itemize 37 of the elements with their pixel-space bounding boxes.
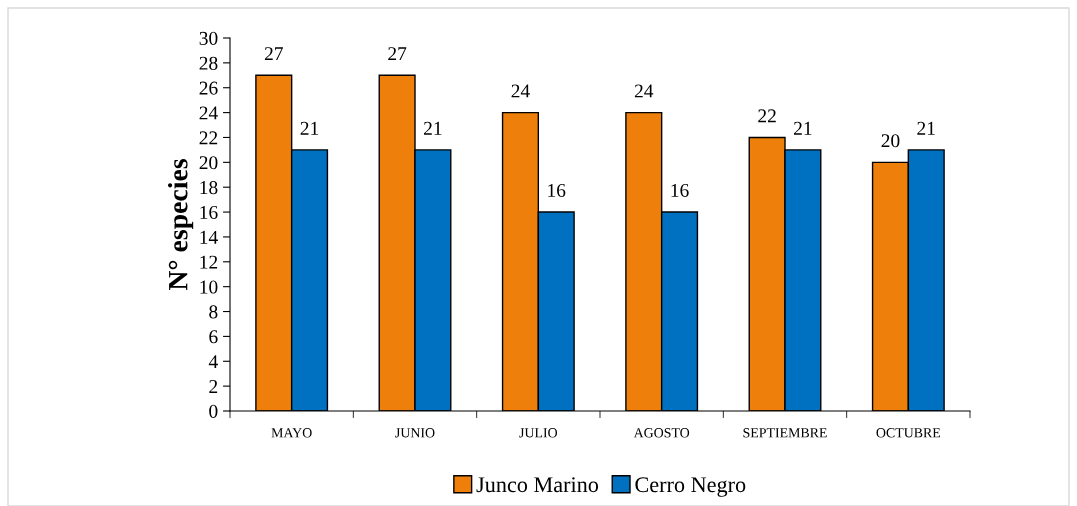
data-label: 27 bbox=[264, 47, 283, 61]
y-tick-label: 2 bbox=[209, 380, 218, 393]
y-tick-label: 26 bbox=[199, 81, 218, 95]
y-tick-label: 22 bbox=[199, 131, 218, 145]
x-tick-label: SEPTIEMBRE bbox=[743, 428, 827, 438]
y-tick-label: 6 bbox=[209, 330, 218, 344]
data-label: 22 bbox=[758, 109, 776, 123]
y-tick-label: 8 bbox=[209, 305, 218, 319]
legend-label: Junco Marino bbox=[476, 477, 599, 493]
data-label: 24 bbox=[511, 84, 530, 98]
data-label: 16 bbox=[548, 183, 566, 198]
y-tick-label: 20 bbox=[199, 156, 218, 170]
y-tick-label: 10 bbox=[200, 280, 218, 294]
data-label: 24 bbox=[634, 84, 654, 98]
data-label: 20 bbox=[881, 134, 900, 148]
data-label: 21 bbox=[917, 121, 935, 135]
x-tick-label: MAYO bbox=[271, 428, 312, 438]
y-tick-label: 14 bbox=[200, 230, 218, 244]
x-tick-label: OCTUBRE bbox=[876, 428, 941, 438]
data-label: 21 bbox=[300, 121, 319, 135]
x-tick-label: AGOSTO bbox=[633, 428, 690, 438]
y-tick-label: 4 bbox=[208, 355, 218, 369]
y-tick-label: 0 bbox=[209, 404, 218, 418]
y-tick-label: 16 bbox=[200, 205, 218, 219]
y-tick-label: 30 bbox=[199, 31, 218, 45]
y-tick-label: 12 bbox=[200, 255, 218, 269]
legend-label: Cerro Negro bbox=[635, 477, 746, 497]
data-label: 16 bbox=[671, 183, 689, 198]
data-label: 27 bbox=[388, 47, 407, 61]
data-label: 21 bbox=[794, 121, 812, 135]
y-tick-label: 28 bbox=[199, 56, 218, 70]
y-axis-title: N° especies bbox=[168, 159, 194, 291]
data-label: 21 bbox=[424, 121, 442, 135]
x-tick-label: JULIO bbox=[519, 428, 558, 438]
y-tick-label: 18 bbox=[200, 181, 218, 195]
x-tick-label: JUNIO bbox=[395, 428, 435, 438]
y-tick-label: 24 bbox=[199, 106, 218, 120]
